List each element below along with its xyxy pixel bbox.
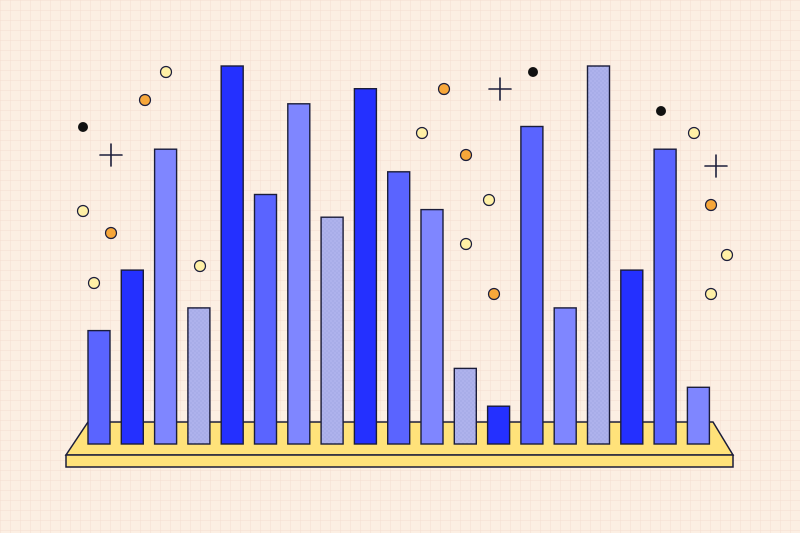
bar-16 (586, 65, 611, 445)
bar-7 (287, 103, 311, 445)
bar-6 (253, 193, 278, 445)
bars-group (87, 65, 711, 445)
dot-pale-6 (87, 276, 101, 290)
dot-pale-19 (704, 287, 718, 301)
dot-pale-2 (159, 65, 173, 79)
dot-black-15 (656, 106, 666, 116)
dot-orange-10 (459, 148, 473, 162)
dot-orange-3 (138, 93, 152, 107)
bar-14 (520, 125, 544, 445)
dot-pale-7 (193, 259, 207, 273)
dot-pale-9 (415, 126, 429, 140)
bar-12 (453, 367, 477, 445)
bar-11 (420, 208, 444, 445)
plus-icon-1 (99, 143, 123, 167)
dot-pale-11 (482, 193, 496, 207)
bar-10 (387, 171, 411, 445)
decorations (76, 65, 734, 301)
plus-icon-2 (488, 77, 512, 101)
bar-2 (120, 269, 145, 445)
dot-pale-4 (76, 204, 90, 218)
dot-black-14 (528, 67, 538, 77)
dot-black-1 (78, 122, 88, 132)
dot-orange-13 (487, 287, 501, 301)
bar-19 (686, 386, 711, 445)
bar-8 (320, 216, 344, 445)
bar-18 (653, 148, 677, 445)
dot-pale-18 (720, 248, 734, 262)
bar-15 (553, 307, 577, 445)
dot-orange-17 (704, 198, 718, 212)
bar-17 (620, 269, 644, 445)
bar-9 (353, 87, 378, 445)
bar-1 (87, 329, 111, 445)
plus-icon-3 (704, 154, 728, 178)
platform-front (65, 454, 734, 468)
dot-pale-12 (459, 237, 473, 251)
bar-13 (486, 405, 511, 445)
bar-4 (187, 307, 211, 445)
bar-3 (153, 148, 178, 445)
dot-pale-16 (687, 126, 701, 140)
bar-5 (220, 65, 244, 445)
dot-orange-8 (437, 82, 451, 96)
dot-orange-5 (104, 226, 118, 240)
